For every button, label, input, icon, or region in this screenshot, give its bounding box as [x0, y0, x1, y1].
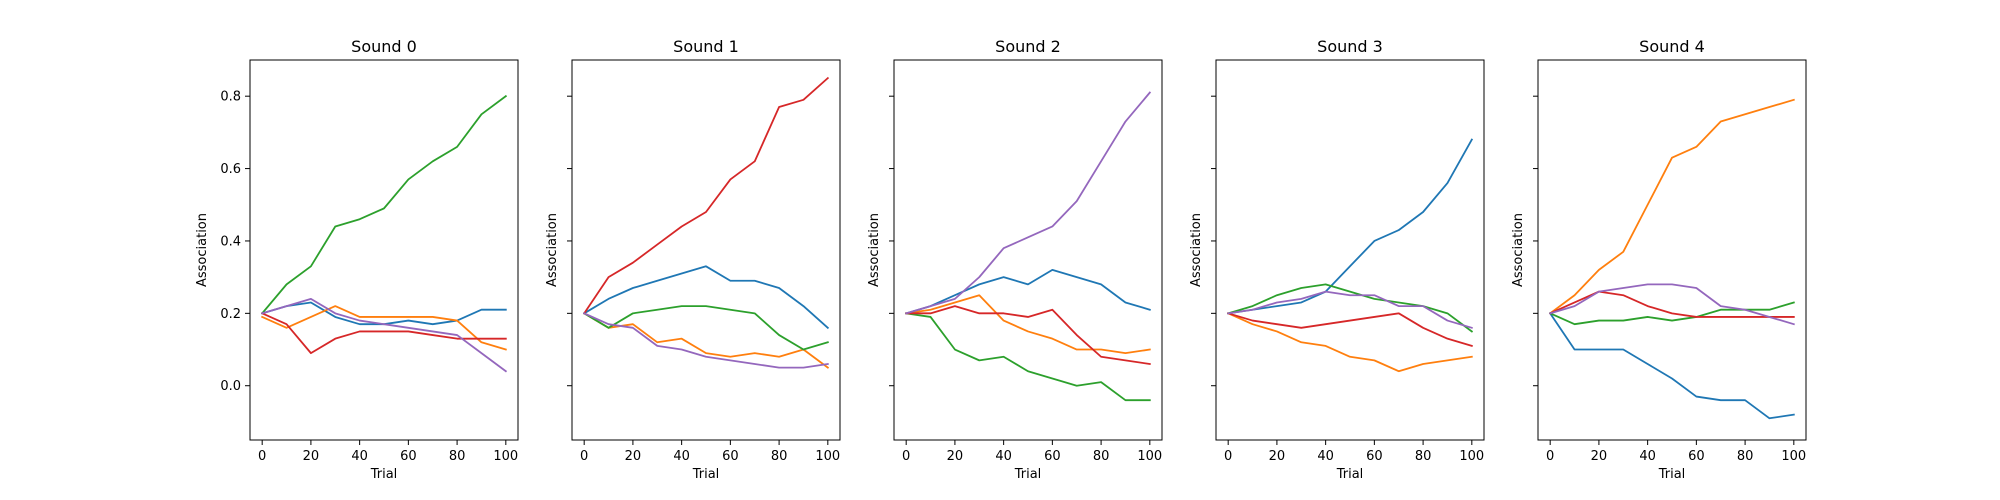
x-tick-label: 40	[673, 449, 690, 464]
series-line-0	[1548, 312, 1795, 420]
x-tick-label: 20	[1269, 449, 1286, 464]
plot-frame	[1215, 59, 1485, 441]
x-tick-label: 40	[1639, 449, 1656, 464]
y-axis-label: Association	[195, 213, 210, 287]
x-tick-label: 100	[815, 449, 840, 464]
x-tick-label: 0	[580, 449, 588, 464]
plot-frame	[1537, 59, 1807, 441]
x-tick-label: 60	[722, 449, 739, 464]
x-tick-label: 20	[625, 449, 642, 464]
x-tick-label: 80	[1737, 449, 1754, 464]
x-axis-label: Trial	[1658, 467, 1686, 482]
x-tick-label: 20	[303, 449, 320, 464]
x-tick-label: 20	[947, 449, 964, 464]
x-tick-label: 0	[258, 449, 266, 464]
chart-title: Sound 3	[1317, 37, 1383, 56]
x-tick-label: 0	[1224, 449, 1232, 464]
x-tick-label: 100	[1137, 449, 1162, 464]
x-tick-label: 20	[1591, 449, 1608, 464]
x-tick-label: 60	[400, 449, 417, 464]
series-line-2	[260, 94, 508, 315]
series-line-3	[582, 76, 830, 315]
x-tick-label: 80	[771, 449, 788, 464]
x-tick-label: 0	[1546, 449, 1554, 464]
plot-frame	[893, 59, 1163, 441]
series-line-2	[582, 305, 829, 351]
series-line-0	[1227, 138, 1474, 315]
x-axis-label: Trial	[692, 467, 720, 482]
chart-title: Sound 1	[673, 37, 739, 56]
x-tick-label: 80	[1415, 449, 1432, 464]
series-line-1	[582, 312, 830, 369]
subplot-0: 0 20 40 60 80 100 0.0 0.2 0.4 0.6 0.8 Sound 0 Trial A…	[195, 37, 519, 482]
subplot-4: 0 20 40 60 80 100 Sound 4 Trial Association	[1511, 37, 1807, 482]
x-tick-label: 0	[902, 449, 910, 464]
series-line-2	[905, 312, 1151, 402]
y-tick-label: 0.4	[220, 234, 241, 249]
subplot-2: 0 20 40 60 80 100 Sound 2 Trial Association	[867, 37, 1163, 482]
series-line-4	[1549, 283, 1795, 326]
x-tick-label: 100	[493, 449, 518, 464]
series-line-3	[1227, 312, 1473, 348]
x-tick-label: 100	[1459, 449, 1484, 464]
series-line-0	[261, 301, 507, 326]
x-tick-label: 80	[1093, 449, 1110, 464]
x-tick-label: 40	[351, 449, 368, 464]
series-line-0	[582, 265, 830, 330]
x-tick-label: 80	[449, 449, 466, 464]
series-line-1	[1548, 98, 1795, 315]
subplot-1: 0 20 40 60 80 100 Sound 1 Trial Association	[545, 37, 841, 482]
plot-frame	[571, 59, 841, 441]
x-tick-label: 40	[1317, 449, 1334, 464]
x-axis-label: Trial	[1014, 467, 1042, 482]
y-tick-label: 0.0	[220, 379, 241, 394]
series-line-4	[582, 312, 829, 369]
x-tick-label: 100	[1781, 449, 1806, 464]
series-line-3	[260, 312, 507, 355]
series-line-0	[905, 269, 1151, 315]
y-axis-label: Association	[1511, 213, 1526, 287]
series-line-4	[1227, 290, 1473, 329]
x-axis-label: Trial	[1336, 467, 1364, 482]
plot-frame	[249, 59, 519, 441]
y-tick-label: 0.6	[220, 162, 241, 177]
series-line-3	[905, 305, 1151, 366]
series-line-1	[905, 294, 1151, 355]
y-tick-label: 0.2	[220, 307, 241, 322]
y-axis-label: Association	[1189, 213, 1204, 287]
y-axis-label: Association	[867, 213, 882, 287]
y-tick-label: 0.8	[220, 90, 241, 105]
series-line-4	[261, 297, 508, 373]
x-tick-label: 60	[1688, 449, 1705, 464]
x-tick-label: 40	[995, 449, 1012, 464]
subplot-3: 0 20 40 60 80 100 Sound 3 Trial Association	[1189, 37, 1485, 482]
y-axis-label: Association	[545, 213, 560, 287]
series-line-2	[1548, 301, 1795, 326]
series-line-2	[1227, 283, 1474, 333]
chart-title: Sound 0	[351, 37, 417, 56]
x-axis-label: Trial	[370, 467, 398, 482]
series-line-1	[1226, 312, 1473, 373]
x-tick-label: 60	[1366, 449, 1383, 464]
x-tick-label: 60	[1044, 449, 1061, 464]
series-line-1	[260, 305, 507, 351]
chart-title: Sound 2	[995, 37, 1061, 56]
series-line-4	[905, 91, 1152, 315]
chart-title: Sound 4	[1639, 37, 1705, 56]
series-line-3	[1548, 290, 1795, 318]
